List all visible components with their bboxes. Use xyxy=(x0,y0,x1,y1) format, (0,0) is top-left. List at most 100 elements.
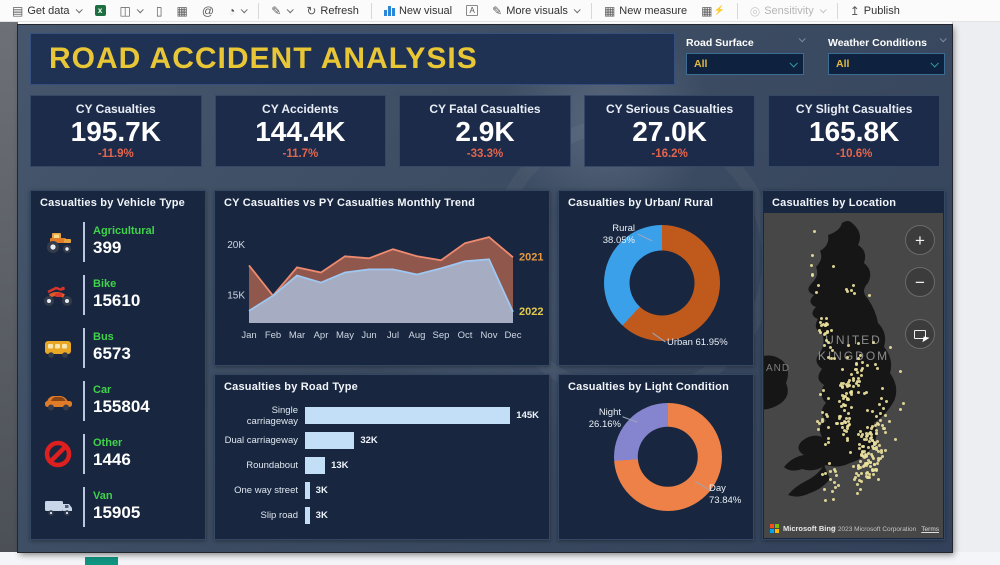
list-item-agricultural[interactable]: Agricultural 399 xyxy=(41,215,199,268)
edit-queries-icon: ✎ xyxy=(271,3,282,18)
casualty-dot xyxy=(866,363,870,367)
quick-measure-button[interactable]: ▦ ⚡ xyxy=(695,3,731,19)
casualty-dot xyxy=(872,456,876,460)
location-map-visual[interactable]: Casualties by Location UNITED KINGDOM AN… xyxy=(762,190,945,540)
casualty-dot xyxy=(863,464,867,468)
light-condition-visual[interactable]: Casualties by Light Condition Night 26.1… xyxy=(558,374,754,540)
road-surface-dropdown[interactable]: All xyxy=(686,53,804,75)
casualty-dot xyxy=(845,385,849,389)
casualty-dot xyxy=(837,414,841,418)
kpi-title: CY Fatal Casualties xyxy=(429,102,541,117)
casualty-dot xyxy=(857,383,861,387)
toolbar-separator xyxy=(590,2,592,19)
casualty-dot xyxy=(887,419,891,423)
svg-text:Jan: Jan xyxy=(241,330,256,341)
more-visuals-button[interactable]: ✎ More visuals xyxy=(486,3,585,19)
bar[interactable] xyxy=(305,432,355,449)
donut-chart[interactable] xyxy=(604,225,720,341)
casualty-dot xyxy=(816,283,820,287)
terms-link[interactable]: Terms xyxy=(921,526,939,533)
casualty-dot xyxy=(829,346,833,350)
kpi-cy-accidents[interactable]: CY Accidents 144.4K -11.7% xyxy=(214,95,387,167)
kpi-value: 165.8K xyxy=(809,116,900,148)
transform-data-button[interactable]: ◔ xyxy=(222,3,252,19)
bar-row-one-way-street[interactable]: One way street 3K xyxy=(221,478,539,503)
trend-area-chart[interactable]: 20K 15K 2021 2022 Jan Feb Mar Apr May Jun Jul Aug Se… xyxy=(215,211,549,361)
new-visual-button[interactable]: New visual xyxy=(378,3,458,19)
dataverse-table-icon: ▦ xyxy=(176,3,188,18)
list-item-other[interactable]: Other 1446 xyxy=(41,427,199,480)
vehicle-type-visual[interactable]: Casualties by Vehicle Type Agricultural 3… xyxy=(30,190,206,540)
casualty-dot xyxy=(870,444,874,448)
casualty-dot xyxy=(849,393,853,397)
list-item-bus[interactable]: Bus 6573 xyxy=(41,321,199,374)
casualty-dot xyxy=(875,366,879,370)
monthly-trend-visual[interactable]: CY Casualties vs PY Casualties Monthly T… xyxy=(214,190,550,366)
recent-sources-button[interactable]: @ xyxy=(196,3,220,19)
kpi-delta: -11.7% xyxy=(282,147,319,160)
casualty-dot xyxy=(873,467,877,471)
casualty-dot xyxy=(841,368,845,372)
bar-row-slip-road[interactable]: Slip road 3K xyxy=(221,503,539,528)
casualty-dot xyxy=(864,472,868,475)
data-hub-button[interactable]: ◫ xyxy=(114,3,148,19)
report-file-button[interactable]: ▯ xyxy=(150,3,169,19)
kpi-cy-serious-casualties[interactable]: CY Serious Casualties 27.0K -16.2% xyxy=(583,95,756,167)
map-zoom-out-button[interactable]: − xyxy=(905,267,935,297)
bar-row-dual-carriageway[interactable]: Dual carriageway 32K xyxy=(221,428,539,453)
casualty-dot xyxy=(846,412,850,416)
kpi-cy-casualties[interactable]: CY Casualties 195.7K -11.9% xyxy=(30,95,202,167)
bar-row-roundabout[interactable]: Roundabout 13K xyxy=(221,453,539,478)
bar[interactable] xyxy=(305,507,310,524)
bar[interactable] xyxy=(305,457,326,474)
report-title-bar: ROAD ACCIDENT ANALYSIS xyxy=(30,33,675,85)
road-type-visual[interactable]: Casualties by Road Type Single carriagew… xyxy=(214,374,550,540)
vehicle-label: Agricultural xyxy=(93,225,155,238)
bar[interactable] xyxy=(305,482,310,499)
casualty-dot xyxy=(836,484,840,488)
casualty-dot xyxy=(874,441,878,445)
casualty-dot xyxy=(865,434,869,438)
get-data-button[interactable]: ▤ Get data xyxy=(6,3,87,19)
edit-queries-button[interactable]: ✎ xyxy=(265,3,298,19)
bar-row-single-carriageway[interactable]: Single carriageway 145K xyxy=(221,403,539,428)
casualty-dot xyxy=(866,409,870,413)
casualty-dot xyxy=(878,411,882,415)
map-zoom-in-button[interactable]: + xyxy=(905,225,935,255)
bar-chart-icon xyxy=(383,5,395,16)
list-item-car[interactable]: Car 155804 xyxy=(41,374,199,427)
weather-conditions-value: All xyxy=(836,58,850,70)
map-box-select-button[interactable] xyxy=(905,319,935,349)
refresh-button[interactable]: ↻ Refresh xyxy=(300,3,365,19)
casualty-dot xyxy=(832,480,836,484)
weather-conditions-dropdown[interactable]: All xyxy=(828,53,945,75)
kpi-cy-fatal-casualties[interactable]: CY Fatal Casualties 2.9K -33.3% xyxy=(399,95,571,167)
casualty-dot xyxy=(856,391,860,395)
casualty-dot xyxy=(824,339,828,343)
casualty-dot xyxy=(834,422,838,426)
excel-workbook-button[interactable]: x xyxy=(89,3,112,18)
bar-value-label: 3K xyxy=(315,485,328,496)
text-box-button[interactable]: A xyxy=(460,3,484,18)
bing-logo: Microsoft Bing xyxy=(770,524,836,533)
new-measure-button[interactable]: ▦ New measure xyxy=(598,3,693,19)
bar[interactable] xyxy=(305,407,511,424)
kpi-cy-slight-casualties[interactable]: CY Slight Casualties 165.8K -10.6% xyxy=(768,95,940,167)
list-item-bike[interactable]: Bike 15610 xyxy=(41,268,199,321)
casualty-dot xyxy=(867,458,870,462)
publish-button[interactable]: ↥ Publish xyxy=(844,3,906,19)
chevron-down-icon xyxy=(136,6,144,14)
urban-rural-visual[interactable]: Casualties by Urban/ Rural Rural 38.05% … xyxy=(558,190,754,366)
list-item-van[interactable]: Van 15905 xyxy=(41,480,199,533)
casualty-dot xyxy=(851,284,855,288)
casualty-dot xyxy=(883,426,886,430)
bing-map[interactable]: UNITED KINGDOM AND + − Microsoft Bing © … xyxy=(764,213,943,538)
kpi-delta: -16.2% xyxy=(651,147,688,160)
dataverse-table-button[interactable]: ▦ xyxy=(171,3,194,19)
toolbar-label: Sensitivity xyxy=(764,4,814,17)
casualty-dot xyxy=(860,368,863,372)
slicer-label: Weather Conditions xyxy=(828,37,927,49)
casualty-dot xyxy=(831,490,834,494)
casualty-dot xyxy=(893,438,897,442)
svg-text:15K: 15K xyxy=(227,291,245,302)
